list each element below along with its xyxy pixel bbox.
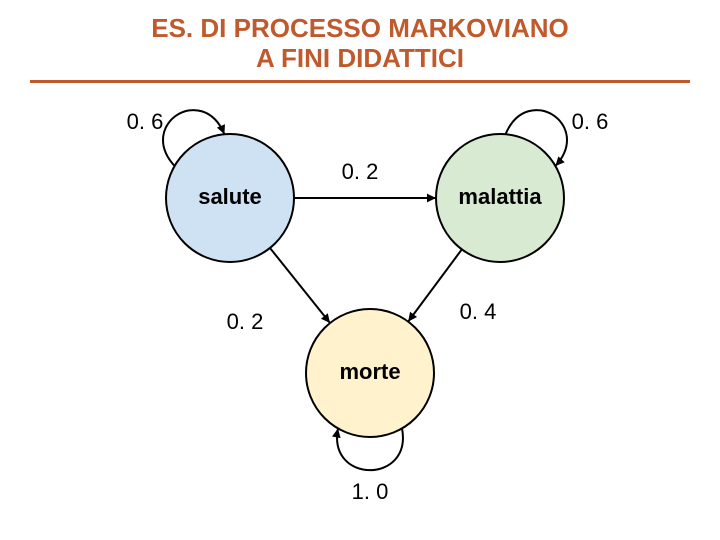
node-label-malattia: malattia [458,184,542,209]
edge-label-malattia-malattia: 0. 6 [572,109,609,134]
node-label-morte: morte [339,359,400,384]
edge-label-morte-morte: 1. 0 [352,479,389,504]
edge-label-salute-morte: 0. 2 [227,309,264,334]
edge-label-salute-salute: 0. 6 [127,109,164,134]
title-line-2: A FINI DIDATTICI [256,43,464,73]
title-line-1: ES. DI PROCESSO MARKOVIANO [151,13,569,43]
page-title: ES. DI PROCESSO MARKOVIANO A FINI DIDATT… [0,0,720,74]
edge-label-malattia-morte: 0. 4 [460,299,497,324]
edge-salute-morte [270,248,330,323]
node-label-salute: salute [198,184,262,209]
edge-label-salute-malattia: 0. 2 [342,159,379,184]
markov-diagram: salute malattia morte 0. 6 0. 6 0. 2 0. 2 0. 4 1… [30,83,690,523]
edge-malattia-morte [408,249,462,321]
